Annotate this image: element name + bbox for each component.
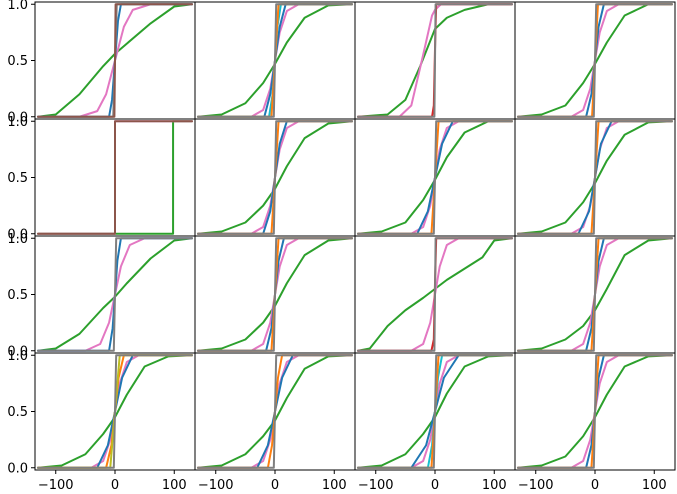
panel-series-group [36, 237, 194, 352]
x-tick-label: 100 [642, 478, 667, 493]
panel-10 [194, 235, 356, 354]
y-tick-label: 0.0 [7, 461, 28, 476]
y-tick-label: 0.0 [7, 227, 28, 242]
series-line [356, 354, 514, 469]
panel-series-group [196, 120, 354, 235]
panel-11 [354, 235, 516, 354]
series-line [516, 354, 674, 469]
series-line [36, 120, 194, 235]
panel-14: −100 0 100 [194, 352, 356, 493]
series-line [196, 3, 354, 118]
series-line [36, 237, 194, 352]
panel-series-group [516, 3, 674, 118]
series-line [356, 120, 514, 235]
panel-1: 0.0 0.5 1.0 [7, 0, 196, 125]
y-tick-label: 1.0 [7, 232, 28, 247]
panel-series-group [36, 354, 194, 469]
x-tick-label: 0 [591, 478, 599, 493]
panel-4 [514, 1, 676, 120]
panel-9: 0.0 0.5 1.0 [7, 232, 196, 359]
y-tick-label: 0.5 [7, 54, 28, 69]
y-tick-label: 0.0 [7, 344, 28, 359]
series-line [356, 3, 514, 118]
panel-series-group [36, 120, 194, 235]
y-tick-label: 1.0 [7, 349, 28, 364]
panel-5: 0.0 0.5 1.0 [7, 115, 196, 242]
panel-series-group [356, 354, 514, 469]
y-tick-label: 0.5 [7, 171, 28, 186]
series-line [36, 354, 194, 469]
panel-series-group [516, 237, 674, 352]
series-line [196, 120, 354, 235]
series-line [36, 3, 194, 118]
series-line [516, 237, 674, 352]
y-tick-label: 0.5 [7, 405, 28, 420]
y-tick-label: 0.0 [7, 110, 28, 125]
x-tick-label: 100 [482, 478, 507, 493]
y-tick-label: 1.0 [7, 115, 28, 130]
panel-series-group [36, 3, 194, 118]
panel-series-group [196, 3, 354, 118]
panel-6 [194, 118, 356, 237]
x-tick-label: 0 [271, 478, 279, 493]
panel-3 [354, 1, 516, 120]
panel-series-group [196, 237, 354, 352]
x-tick-label: −100 [38, 478, 74, 493]
y-tick-label: 0.5 [7, 288, 28, 303]
panel-series-group [356, 3, 514, 118]
x-tick-label: −100 [358, 478, 394, 493]
panel-series-group [516, 120, 674, 235]
x-tick-label: −100 [518, 478, 554, 493]
x-tick-label: 100 [322, 478, 347, 493]
panel-15: −100 0 100 [354, 352, 516, 493]
panel-series-group [356, 120, 514, 235]
x-tick-label: 0 [431, 478, 439, 493]
panel-series-group [516, 354, 674, 469]
panel-12 [514, 235, 676, 354]
series-line [516, 3, 674, 118]
panel-7 [354, 118, 516, 237]
panel-8 [514, 118, 676, 237]
x-tick-label: 100 [162, 478, 187, 493]
x-tick-label: 0 [111, 478, 119, 493]
panel-series-group [196, 354, 354, 469]
x-tick-label: −100 [198, 478, 234, 493]
y-tick-label: 1.0 [7, 0, 28, 13]
series-line [356, 237, 514, 352]
series-line [516, 120, 674, 235]
series-line [196, 354, 354, 469]
series-line [196, 237, 354, 352]
panel-16: −100 0 100 [514, 352, 676, 493]
panel-13: 0.0 0.5 1.0 −100 0 100 [7, 349, 196, 493]
panel-series-group [356, 237, 514, 352]
panel-2 [194, 1, 356, 120]
